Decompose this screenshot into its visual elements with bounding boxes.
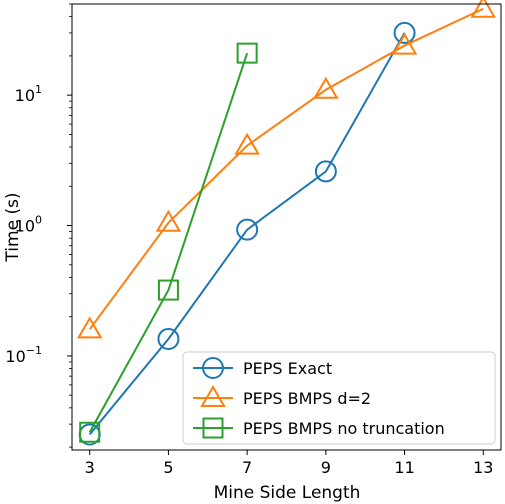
y-tick-label: 101 [15,83,42,105]
y-tick-base: 10 [5,347,25,366]
legend-label: PEPS Exact [243,359,332,378]
data-point [236,218,259,241]
series-line [88,7,484,330]
legend-box [182,351,496,445]
y-tick-label: 10−1 [5,344,42,366]
data-point [155,209,182,232]
plot-frame [71,3,502,451]
x-axis-label: Mine Side Length [214,483,361,503]
x-tick-label: 13 [473,458,493,477]
data-point [234,132,260,155]
y-tick-exponent: 1 [35,83,42,96]
x-tick-label: 5 [163,458,173,477]
y-tick-exponent: 0 [35,214,42,227]
series-layer [76,0,497,446]
legend-marker [202,357,224,379]
series-triangle [76,0,497,339]
data-point [470,0,497,18]
x-tick-label: 11 [394,458,414,477]
y-tick-exponent: −1 [26,344,42,357]
legend-label: PEPS BMPS d=2 [243,389,371,408]
series-line [88,32,406,436]
data-point [314,160,337,183]
x-tick-label: 9 [321,458,331,477]
legend-entry: PEPS BMPS d=2 [193,385,371,408]
series-square [79,42,258,443]
data-point [76,316,103,339]
legend-entry: PEPS BMPS no truncation [193,417,445,439]
data-point [391,32,418,55]
legend-entry: PEPS Exact [193,357,332,379]
y-tick-base: 10 [15,86,35,105]
legend-label: PEPS BMPS no truncation [243,419,445,438]
data-point [393,21,416,44]
data-point [313,76,339,99]
y-axis-label: Time (s) [3,192,23,262]
x-axis: 3 5 7 9 11 13 [85,450,493,477]
legend-marker [202,417,224,439]
data-point [236,42,258,64]
x-tick-label: 3 [85,458,95,477]
data-point [157,327,180,350]
y-tick-base: 10 [15,217,35,236]
legend-marker [200,385,226,407]
y-tick-label: 100 [15,214,42,236]
series-line [88,52,249,433]
data-point [79,421,101,443]
legend: PEPS Exact PEPS BMPS d=2 PEPS BMPS no trun… [182,351,496,445]
x-tick-label: 7 [242,458,252,477]
data-point [157,279,179,301]
